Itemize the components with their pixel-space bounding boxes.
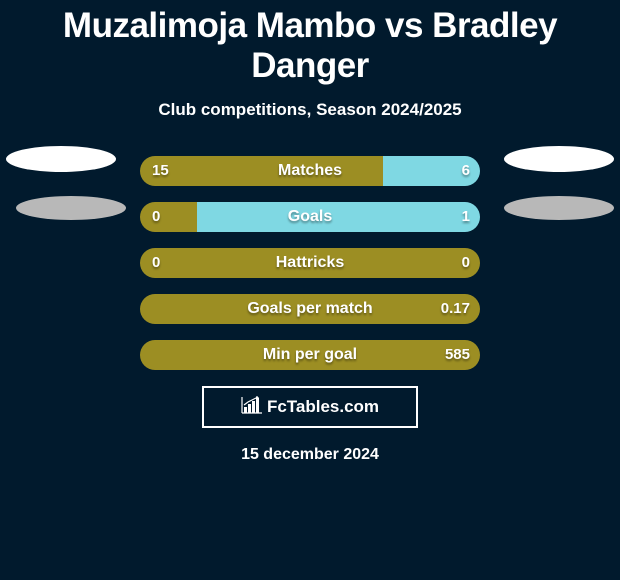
brand-text: FcTables.com xyxy=(267,397,379,417)
stat-bar: Goals xyxy=(140,202,480,232)
stat-row: Hattricks0 0 xyxy=(0,248,620,278)
stat-row: Goals per match0.17 xyxy=(0,294,620,324)
stat-label: Goals per match xyxy=(140,294,480,324)
stat-value-left: 0 xyxy=(152,202,160,232)
stat-row: Matches15 6 xyxy=(0,156,620,186)
stat-value-right: 0.17 xyxy=(441,294,470,324)
stat-bar: Min per goal xyxy=(140,340,480,370)
subtitle: Club competitions, Season 2024/2025 xyxy=(0,100,620,120)
stat-label: Goals xyxy=(140,202,480,232)
stat-bar: Goals per match xyxy=(140,294,480,324)
stat-value-right: 1 xyxy=(462,202,470,232)
stat-bar: Matches xyxy=(140,156,480,186)
page-title: Muzalimoja Mambo vs Bradley Danger xyxy=(0,6,620,86)
stat-value-left: 15 xyxy=(152,156,169,186)
stat-value-right: 0 xyxy=(462,248,470,278)
brand-box[interactable]: FcTables.com xyxy=(202,386,418,428)
stat-value-right: 585 xyxy=(445,340,470,370)
stat-row: Min per goal585 xyxy=(0,340,620,370)
bar-chart-icon xyxy=(241,396,263,419)
stat-bar: Hattricks xyxy=(140,248,480,278)
date-line: 15 december 2024 xyxy=(0,446,620,464)
stat-label: Min per goal xyxy=(140,340,480,370)
stat-label: Hattricks xyxy=(140,248,480,278)
stat-value-left: 0 xyxy=(152,248,160,278)
stat-row: Goals0 1 xyxy=(0,202,620,232)
stat-value-right: 6 xyxy=(462,156,470,186)
stats-area: Matches156Goals01Hattricks00Goals per ma… xyxy=(0,156,620,370)
stat-label: Matches xyxy=(140,156,480,186)
comparison-card: Muzalimoja Mambo vs Bradley Danger Club … xyxy=(0,0,620,464)
